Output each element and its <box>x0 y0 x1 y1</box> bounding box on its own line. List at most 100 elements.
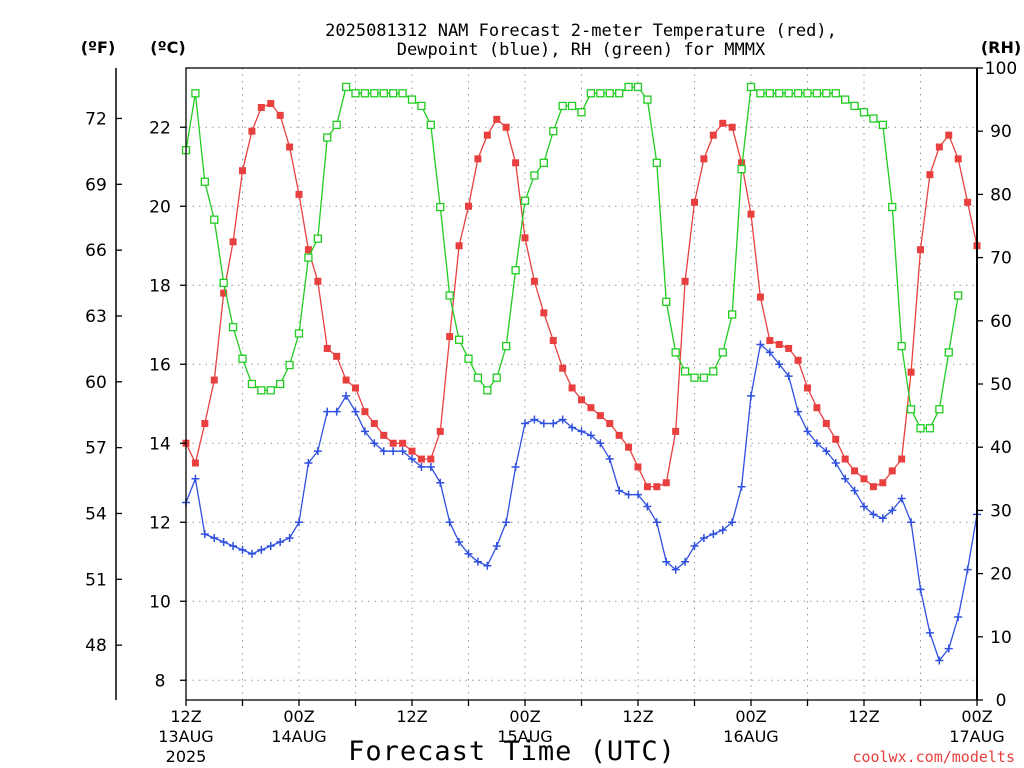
dewpoint-point <box>568 423 577 432</box>
rh-point <box>454 335 464 344</box>
axes: 8 10 12 14 16 18 20 22 48 51 54 57 60 63 66 69 72 0 10 20 30… <box>85 59 1017 766</box>
fahrenheit-tick-label: 51 <box>85 570 107 590</box>
rh-point <box>520 196 530 205</box>
rh-series <box>181 82 963 433</box>
fahrenheit-tick-label: 66 <box>85 241 107 261</box>
dewpoint-point <box>408 455 416 464</box>
dewpoint-point <box>558 415 567 424</box>
rh-point <box>257 386 266 395</box>
temperature-point <box>888 467 896 475</box>
temperature-point <box>248 127 256 135</box>
rh-point <box>633 82 643 92</box>
temperature-point <box>738 159 746 167</box>
rh-point <box>775 89 784 98</box>
temperature-point <box>220 289 228 297</box>
rh-point <box>436 202 445 212</box>
rh-point <box>643 95 652 104</box>
rh-tick-label: 100 <box>985 59 1017 79</box>
temperature-point <box>474 155 482 163</box>
rh-tick-label: 70 <box>990 249 1012 269</box>
dewpoint-point <box>323 407 332 416</box>
rh-point <box>699 373 709 382</box>
dewpoint-point <box>521 419 529 428</box>
rh-point <box>737 164 746 174</box>
rh-point <box>210 215 219 224</box>
credit-text: coolwx.com/modelts <box>852 748 1015 766</box>
temperature-point <box>229 238 237 246</box>
rh-point <box>200 177 209 186</box>
dewpoint-point <box>586 431 595 440</box>
dewpoint-point <box>219 538 228 546</box>
temperature-point <box>898 455 906 463</box>
rh-point <box>341 82 351 92</box>
rh-tick-label: 0 <box>996 691 1007 711</box>
temperature-point <box>785 344 793 352</box>
temperature-point <box>276 111 284 119</box>
dewpoint-point <box>812 439 821 448</box>
dewpoint-point <box>869 510 878 519</box>
dewpoint-point <box>634 490 642 499</box>
rh-point <box>718 348 727 357</box>
fahrenheit-axis-label: (ºF) <box>81 38 116 57</box>
temperature-point <box>465 202 472 210</box>
rh-point <box>285 360 294 370</box>
rh-point <box>709 367 718 376</box>
rh-point <box>398 89 407 98</box>
rh-point <box>944 348 953 357</box>
temperature-point <box>380 431 388 439</box>
rh-point <box>916 424 925 433</box>
dewpoint-point <box>313 447 322 456</box>
temperature-point <box>691 198 698 206</box>
dewpoint-point <box>794 407 803 416</box>
rh-point <box>238 354 247 363</box>
temperature-point <box>681 277 689 285</box>
temperature-point <box>239 167 246 175</box>
rh-point <box>793 89 803 98</box>
rh-axis-label: (RH) <box>981 38 1021 57</box>
temperature-point <box>399 439 407 447</box>
fahrenheit-tick-label: 57 <box>85 439 107 459</box>
rh-point <box>596 89 605 98</box>
rh-point <box>558 101 567 111</box>
temperature-point <box>747 210 755 218</box>
rh-point <box>728 310 737 319</box>
rh-point <box>888 202 897 212</box>
rh-point <box>304 253 313 262</box>
fahrenheit-tick-label: 48 <box>85 636 107 656</box>
rh-point <box>784 89 793 98</box>
rh-tick-label: 20 <box>990 565 1012 585</box>
temperature-point <box>446 333 454 341</box>
dewpoint-point <box>238 545 247 554</box>
rh-point <box>680 367 690 376</box>
rh-point <box>652 158 661 167</box>
rh-point <box>219 278 228 288</box>
x-tick-label: 12Z <box>848 707 879 726</box>
temperature-point <box>408 447 416 455</box>
dewpoint-point <box>888 506 897 515</box>
rh-point <box>831 89 840 98</box>
temperature-point <box>314 277 322 285</box>
dewpoint-point <box>464 549 473 558</box>
rh-point <box>822 89 831 98</box>
celsius-axis-label: (ºC) <box>150 38 185 57</box>
dewpoint-point <box>200 530 209 539</box>
rh-point <box>850 101 859 111</box>
dewpoint-point <box>935 656 944 665</box>
dewpoint-point <box>473 557 482 566</box>
dewpoint-point <box>370 439 379 448</box>
rh-tick-label: 80 <box>990 185 1012 205</box>
temperature-point <box>427 455 435 463</box>
temperature-point <box>596 412 604 420</box>
temperature-point <box>483 131 491 139</box>
temperature-point <box>304 246 312 254</box>
dewpoint-point <box>342 391 351 400</box>
temperature-point <box>935 143 943 151</box>
temperature-point <box>257 104 265 111</box>
temperature-point <box>822 420 830 427</box>
x-tick-label: 12Z <box>170 707 201 726</box>
rh-point <box>841 95 850 104</box>
x-axis-label: Forecast Time (UTC) <box>348 736 676 767</box>
temperature-point <box>333 352 341 360</box>
fahrenheit-tick-label: 60 <box>85 373 107 393</box>
celsius-tick-label: 20 <box>149 197 171 217</box>
